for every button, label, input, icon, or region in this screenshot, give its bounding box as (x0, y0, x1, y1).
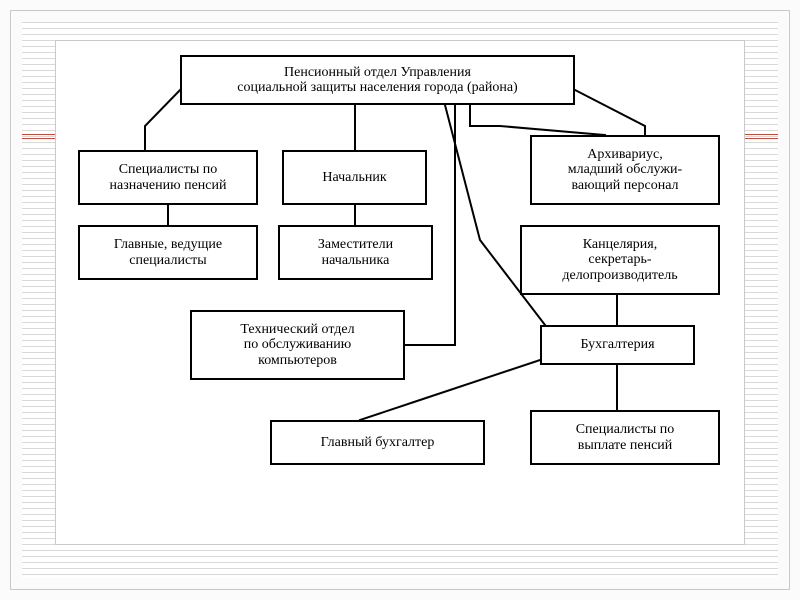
node-spec_vypl: Специалисты повыплате пенсий (530, 410, 720, 465)
node-kanc: Канцелярия,секретарь-делопроизводитель (520, 225, 720, 295)
red-line (22, 134, 57, 135)
node-glav_buh: Главный бухгалтер (270, 420, 485, 465)
node-root: Пенсионный отдел Управлениясоциальной за… (180, 55, 575, 105)
red-line (743, 138, 778, 139)
node-buh: Бухгалтерия (540, 325, 695, 365)
red-line (743, 134, 778, 135)
node-arhiv: Архивариус,младший обслужи-вающий персон… (530, 135, 720, 205)
node-tech: Технический отделпо обслуживаниюкомпьюте… (190, 310, 405, 380)
node-nachalnik: Начальник (282, 150, 427, 205)
red-line (22, 138, 57, 139)
node-zam_nach: Заместителиначальника (278, 225, 433, 280)
node-glav_ved: Главные, ведущиеспециалисты (78, 225, 258, 280)
node-spec_naz: Специалисты поназначению пенсий (78, 150, 258, 205)
